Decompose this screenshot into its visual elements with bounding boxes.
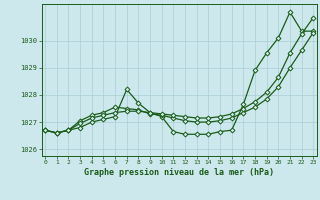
X-axis label: Graphe pression niveau de la mer (hPa): Graphe pression niveau de la mer (hPa) bbox=[84, 168, 274, 177]
